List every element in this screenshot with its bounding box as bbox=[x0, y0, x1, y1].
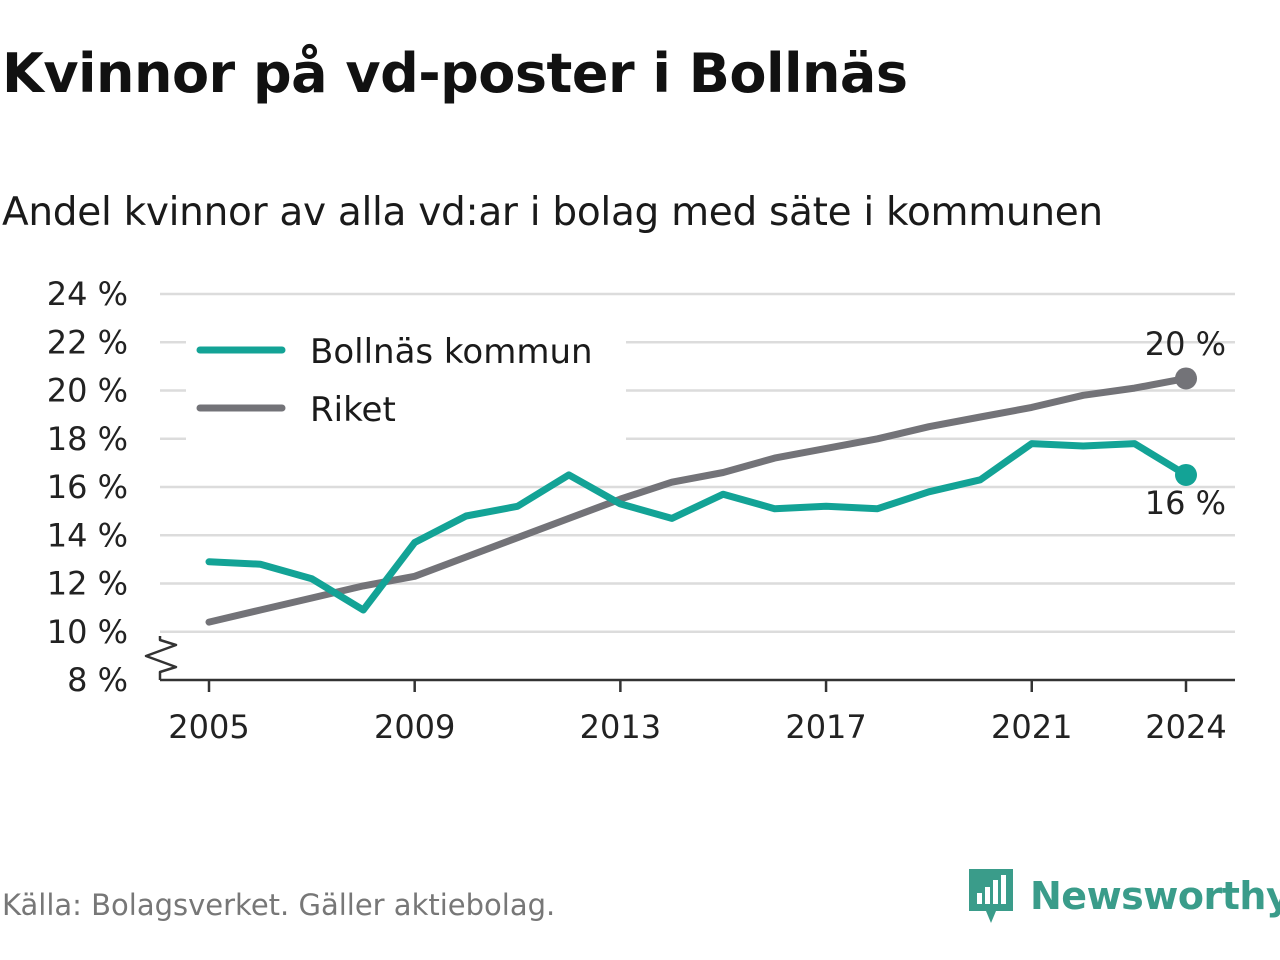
x-tick-label: 2005 bbox=[168, 708, 249, 746]
x-axis bbox=[144, 636, 1235, 682]
y-tick-label: 12 % bbox=[47, 565, 128, 603]
x-tick-label: 2013 bbox=[580, 708, 661, 746]
axis-break-marker bbox=[144, 636, 178, 680]
y-tick-label: 14 % bbox=[47, 516, 128, 554]
legend-label-riket: Riket bbox=[310, 390, 396, 430]
newsworthy-logo-icon bbox=[969, 869, 1013, 923]
legend: Bollnäs kommun Riket bbox=[186, 318, 626, 440]
y-tick-label: 20 % bbox=[47, 372, 128, 410]
end-point-riket bbox=[1175, 367, 1197, 390]
x-axis-ticks: 2005 2009 2013 2017 2021 2024 bbox=[168, 680, 1227, 746]
end-point-bollnas bbox=[1175, 463, 1197, 486]
chart-title: Kvinnor på vd-poster i Bollnäs bbox=[2, 42, 908, 105]
y-tick-label: 8 % bbox=[67, 661, 128, 699]
y-tick-label: 22 % bbox=[47, 323, 128, 361]
y-tick-label: 24 % bbox=[47, 275, 128, 313]
chart-subtitle: Andel kvinnor av alla vd:ar i bolag med … bbox=[2, 190, 1103, 235]
x-tick-label: 2021 bbox=[991, 708, 1072, 746]
y-tick-label: 16 % bbox=[47, 468, 128, 506]
x-tick-label: 2024 bbox=[1145, 708, 1226, 746]
series-lines bbox=[205, 367, 1197, 626]
brand-name: Newsworthy bbox=[1030, 874, 1280, 918]
y-axis-ticks: 8 % 10 % 12 % 14 % 16 % 18 % 20 % 22 % 24 % bbox=[47, 275, 128, 699]
legend-background bbox=[186, 318, 626, 440]
end-label-bollnas: 16 % bbox=[1145, 484, 1226, 522]
y-tick-label: 18 % bbox=[47, 420, 128, 458]
series-line-bollnas bbox=[205, 440, 1190, 614]
end-label-riket: 20 % bbox=[1145, 325, 1226, 363]
newsworthy-logo[interactable]: Newsworthy bbox=[966, 866, 1280, 926]
source-note: Källa: Bolagsverket. Gäller aktiebolag. bbox=[2, 888, 556, 922]
y-tick-label: 10 % bbox=[47, 613, 128, 651]
x-tick-label: 2009 bbox=[374, 708, 455, 746]
x-tick-label: 2017 bbox=[785, 708, 866, 746]
series-line-riket bbox=[205, 374, 1190, 626]
legend-label-bollnas: Bollnäs kommun bbox=[310, 332, 593, 372]
